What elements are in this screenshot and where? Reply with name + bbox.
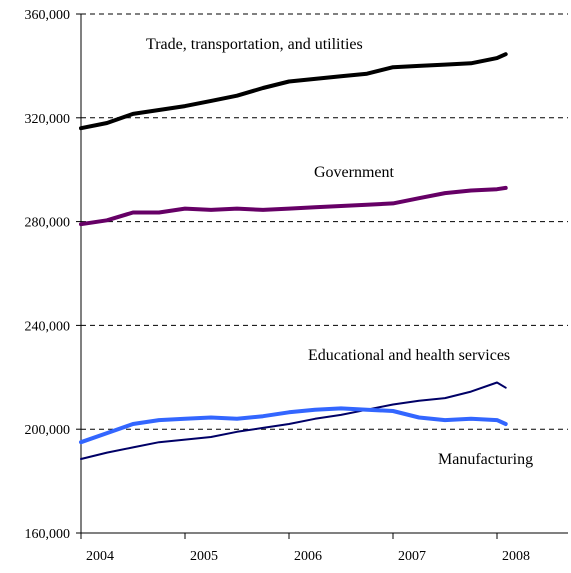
axes bbox=[76, 13, 568, 539]
series-labels: Trade, transportation, and utilities Gov… bbox=[146, 36, 533, 468]
y-tick-label: 360,000 bbox=[25, 8, 71, 23]
series-line-government bbox=[79, 185, 508, 227]
y-tick-label: 320,000 bbox=[25, 112, 71, 127]
y-tick-label: 280,000 bbox=[25, 216, 71, 231]
series-label-education-health: Educational and health services bbox=[308, 347, 510, 364]
series-line-education-health bbox=[80, 381, 507, 460]
y-tick-label: 160,000 bbox=[25, 527, 71, 542]
x-tick-label: 2006 bbox=[294, 549, 322, 564]
x-tick-label: 2008 bbox=[502, 549, 530, 564]
x-tick-labels: 2004 2005 2006 2007 2008 bbox=[86, 549, 530, 564]
x-tick-label: 2007 bbox=[398, 549, 426, 564]
y-tick-label: 200,000 bbox=[25, 423, 71, 438]
x-tick-label: 2005 bbox=[190, 549, 218, 564]
y-tick-labels: 160,000 200,000 240,000 280,000 320,000 360,0… bbox=[25, 8, 71, 542]
series-lines bbox=[79, 52, 508, 460]
series-label-manufacturing: Manufacturing bbox=[438, 451, 533, 468]
series-label-trade: Trade, transportation, and utilities bbox=[146, 36, 363, 53]
series-label-government: Government bbox=[314, 164, 395, 181]
y-tick-label: 240,000 bbox=[25, 319, 71, 334]
series-line-manufacturing bbox=[79, 406, 508, 445]
x-tick-label: 2004 bbox=[86, 549, 114, 564]
series-line-trade bbox=[79, 52, 508, 131]
gridlines bbox=[81, 13, 568, 430]
